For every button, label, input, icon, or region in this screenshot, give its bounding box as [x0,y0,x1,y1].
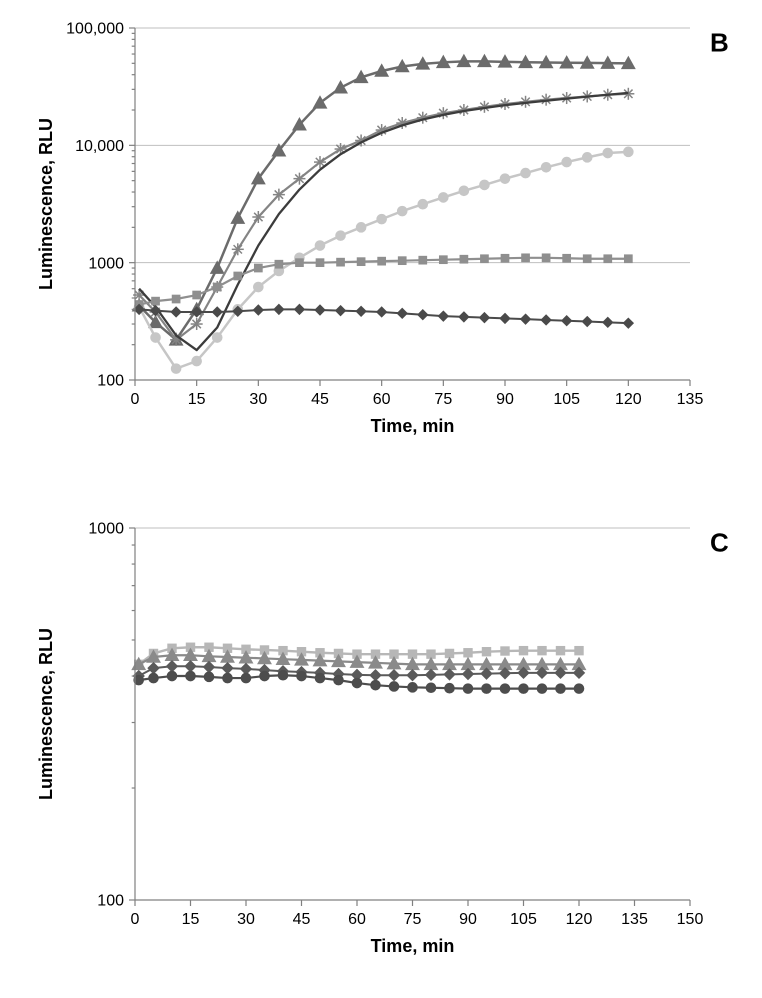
svg-text:0: 0 [131,391,140,408]
x-axis-label: Time, min [371,416,455,436]
svg-text:30: 30 [237,911,255,928]
svg-text:75: 75 [434,391,452,408]
chart-svg: 100 1000 10,000 100,000 0 15 30 45 60 75 90 105 120 1… [30,10,730,440]
svg-text:45: 45 [311,391,329,408]
svg-text:15: 15 [188,391,206,408]
svg-text:45: 45 [293,911,311,928]
chart-panel-c: 100 1000 0 15 30 45 60 75 90 105 120 135 150 Time, mi… [30,510,730,960]
svg-text:0: 0 [131,911,140,928]
svg-text:150: 150 [677,911,704,928]
x-axis-label: Time, min [371,936,455,956]
svg-text:120: 120 [615,391,642,408]
svg-text:30: 30 [249,391,267,408]
y-axis-label: Luminescence, RLU [36,118,56,290]
svg-text:10,000: 10,000 [75,138,124,155]
panel-label: B [710,27,729,57]
svg-text:135: 135 [621,911,648,928]
svg-text:100: 100 [97,893,124,910]
svg-text:1000: 1000 [88,255,124,272]
svg-text:15: 15 [182,911,200,928]
svg-text:120: 120 [566,911,593,928]
chart-svg: 100 1000 0 15 30 45 60 75 90 105 120 135 150 Time, mi… [30,510,730,960]
y-axis-label: Luminescence, RLU [36,628,56,800]
page: 100100010,000100,00001530456075901051201… [0,0,762,998]
svg-text:105: 105 [553,391,580,408]
svg-text:60: 60 [348,911,366,928]
svg-text:1000: 1000 [88,521,124,538]
svg-text:75: 75 [404,911,422,928]
panel-label: C [710,527,729,557]
svg-text:105: 105 [510,911,537,928]
svg-text:90: 90 [496,391,514,408]
svg-text:90: 90 [459,911,477,928]
svg-text:100: 100 [97,373,124,390]
svg-text:60: 60 [373,391,391,408]
chart-panel-b: 100 1000 10,000 100,000 0 15 30 45 60 75 90 105 120 1… [30,10,730,440]
svg-text:100,000: 100,000 [66,21,124,38]
svg-text:135: 135 [677,391,704,408]
